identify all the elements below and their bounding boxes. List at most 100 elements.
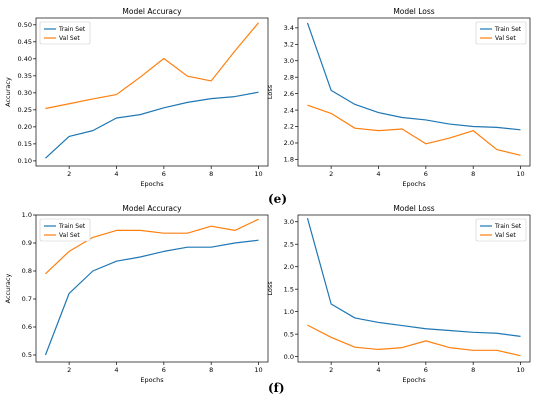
y-axis-label: Loss [266,84,274,99]
y-tick-label: 2.4 [284,106,294,114]
data-point [520,336,521,337]
legend: Train Set Val Set [475,218,527,242]
y-tick-label: 2.0 [284,139,294,147]
y-tick-label: 1.0 [22,211,32,219]
y-tick-label: 3.0 [284,57,294,65]
data-point [234,50,235,51]
chart-2: Model Loss 2 4 6 8 10 1.8 2.0 2.2 2.4 2.6 2.8 3.0 3.2… [266,7,531,188]
y-tick-label: 2.8 [284,73,294,81]
x-tick-label: 6 [424,170,428,178]
y-tick-label: 1.0 [284,308,294,316]
x-tick-label: 2 [329,170,333,178]
data-point [116,117,117,118]
data-point [258,219,259,220]
x-tick-label: 2 [67,170,71,178]
data-point [116,230,117,231]
data-point [140,256,141,257]
data-point [425,340,426,341]
data-point [473,130,474,131]
data-point [187,102,188,103]
data-point [45,273,46,274]
y-tick-label: 0.40 [18,55,32,63]
data-point [140,114,141,115]
chart-title: Model Loss [393,204,434,213]
data-point [449,330,450,331]
data-point [258,92,259,93]
x-tick-label: 8 [471,366,475,374]
legend-entry: Train Set [58,223,86,230]
data-point [425,143,426,144]
data-point [140,230,141,231]
data-point [92,130,93,131]
plot-frame [297,214,531,363]
y-axis-label: Accuracy [4,274,12,304]
panel-label-f: (f) [268,381,285,395]
plot-frame [35,214,269,363]
y-tick-label: 3.2 [284,41,294,49]
data-point [258,240,259,241]
data-point [211,226,212,227]
data-point [187,247,188,248]
data-point [92,270,93,271]
x-tick-label: 10 [516,366,524,374]
data-point [92,237,93,238]
data-point [116,94,117,95]
data-point [116,261,117,262]
y-tick-label: 2.2 [284,123,294,131]
data-point [187,76,188,77]
series-line-train [44,239,259,356]
y-tick-label: 0.15 [18,140,32,148]
x-tick-label: 10 [254,170,262,178]
y-tick-label: 0.25 [18,106,32,114]
x-tick-label: 8 [471,170,475,178]
data-point [45,354,46,355]
data-point [258,22,259,23]
x-tick-label: 2 [67,366,71,374]
legend-entry: Train Set [58,26,86,33]
series-line-val [45,22,259,110]
x-tick-label: 2 [329,366,333,374]
data-point [354,104,355,105]
data-point [425,119,426,120]
data-point [496,350,497,351]
y-tick-label: 1.5 [284,285,294,293]
data-point [163,251,164,252]
data-point [187,233,188,234]
y-tick-label: 0.9 [22,239,32,247]
legend-entry: Val Set [495,232,516,239]
data-point [69,103,70,104]
legend-entry: Train Set [494,26,522,33]
data-point [449,137,450,138]
data-point [234,230,235,231]
data-point [378,130,379,131]
x-tick-label: 8 [209,170,213,178]
data-point [473,332,474,333]
series-line-val [45,218,259,275]
y-axis-label: Loss [266,281,274,296]
y-tick-label: 0.20 [18,123,32,131]
y-tick-label: 0.7 [22,295,32,303]
data-point [307,22,308,23]
data-point [402,117,403,118]
y-tick-label: 0.30 [18,89,32,97]
data-point [449,123,450,124]
x-tick-label: 4 [376,170,380,178]
data-point [69,293,70,294]
data-point [402,128,403,129]
plot-frame [35,17,269,167]
data-point [307,218,308,219]
data-point [92,98,93,99]
x-tick-label: 4 [114,366,118,374]
data-point [449,347,450,348]
data-point [402,347,403,348]
data-point [425,328,426,329]
series-line-train [306,217,521,337]
chart-title: Model Loss [393,7,434,16]
data-point [163,233,164,234]
legend-entry: Val Set [59,232,80,239]
data-point [473,350,474,351]
legend-entry: Val Set [59,35,80,42]
y-tick-label: 0.10 [18,157,32,165]
x-tick-label: 10 [516,170,524,178]
x-tick-label: 6 [162,170,166,178]
